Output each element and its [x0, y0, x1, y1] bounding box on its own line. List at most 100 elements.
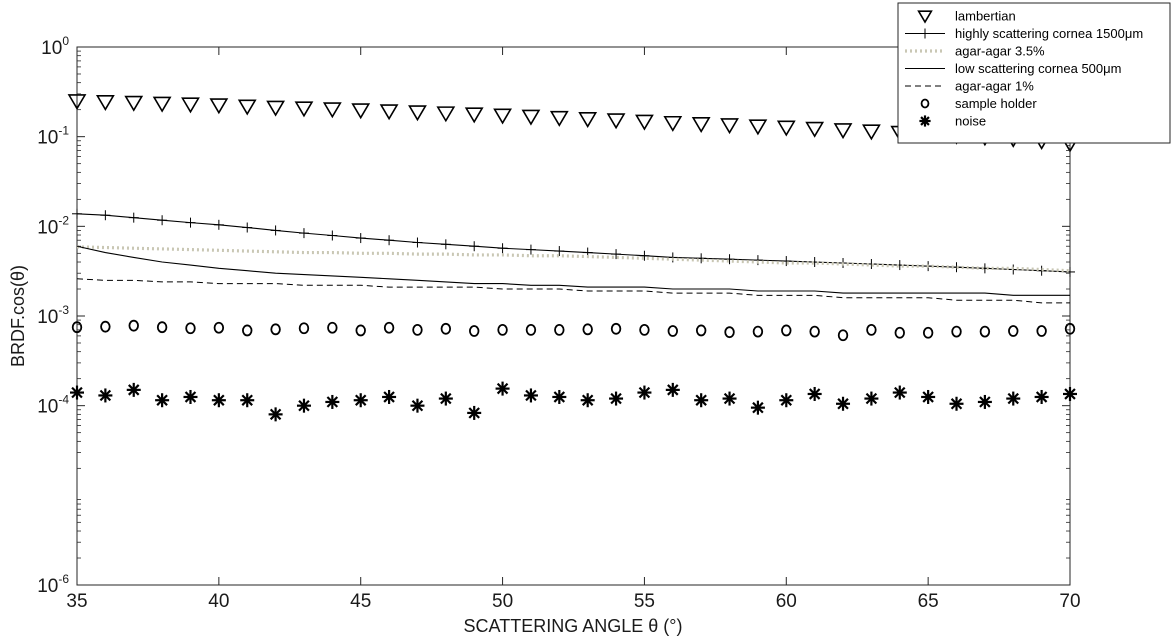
asterisk-marker: [552, 389, 567, 404]
asterisk-marker: [1006, 391, 1021, 406]
series-line: [76, 245, 1070, 296]
asterisk-stroke: [865, 392, 878, 405]
asterisk-marker: [382, 389, 397, 404]
asterisk-marker: [183, 389, 198, 404]
asterisk-stroke: [1007, 392, 1019, 405]
circle-marker: [242, 324, 253, 337]
legend-label: sample holder: [955, 96, 1037, 111]
triangle-marker: [436, 106, 456, 123]
plus-marker: [554, 246, 565, 257]
asterisk-marker: [1034, 389, 1049, 404]
legend-label: highly scattering cornea 1500μm: [955, 26, 1143, 41]
triangle-marker: [237, 99, 257, 116]
series-1: [72, 208, 1075, 277]
circle-marker: [1064, 322, 1076, 335]
asterisk-stroke: [979, 396, 991, 408]
circle-marker: [809, 325, 820, 338]
legend-label: agar-agar 3.5%: [955, 44, 1045, 59]
circle-marker: [469, 325, 480, 337]
circle-marker: [71, 321, 83, 334]
plus-marker: [100, 210, 111, 221]
asterisk-marker: [919, 115, 931, 127]
plus-marker: [242, 222, 253, 233]
plus-marker: [781, 256, 792, 267]
asterisk-marker: [495, 381, 510, 396]
plus-marker: [355, 233, 366, 244]
asterisk-marker: [353, 393, 368, 408]
circle-marker: [213, 321, 225, 334]
triangle-marker: [266, 100, 285, 117]
plus-marker: [440, 239, 451, 250]
triangle-marker: [351, 103, 371, 120]
circle-marker: [724, 326, 735, 339]
triangle-marker: [464, 107, 484, 124]
y-tick-label: 10-4: [37, 393, 69, 418]
legend-entry: sample holder: [920, 96, 1037, 111]
asterisk-stroke: [326, 396, 339, 408]
triangle-marker: [635, 114, 654, 131]
y-tick-label: 100: [41, 34, 69, 59]
asterisk-marker: [694, 393, 709, 408]
circle-marker: [894, 326, 905, 339]
asterisk-stroke: [298, 399, 310, 412]
x-axis-label: SCATTERING ANGLE θ (°): [464, 616, 683, 636]
circle-marker: [554, 323, 565, 336]
circle-marker: [922, 326, 934, 339]
asterisk-marker: [807, 386, 822, 401]
y-tick-label: 10-3: [37, 303, 69, 328]
legend-entry: lambertian: [917, 9, 1016, 24]
asterisk-marker: [126, 382, 141, 397]
triangle-marker: [209, 98, 229, 115]
triangle-marker: [493, 108, 512, 125]
asterisk-stroke: [752, 401, 764, 414]
triangle-marker: [805, 121, 825, 138]
circle-marker: [781, 324, 792, 337]
circle-marker: [866, 323, 877, 336]
circle-marker: [355, 324, 366, 337]
asterisk-stroke: [99, 389, 112, 402]
circle-marker: [920, 98, 930, 109]
triangle-marker: [720, 118, 739, 135]
asterisk-marker: [637, 385, 652, 400]
x-axis: 35 40 45 50 55 60 65 70: [66, 47, 1081, 612]
asterisk-stroke: [156, 394, 168, 406]
asterisk-stroke: [1064, 388, 1076, 400]
plus-marker: [213, 219, 224, 230]
asterisk-stroke: [184, 391, 197, 403]
circle-marker: [185, 322, 196, 335]
circle-marker: [383, 321, 395, 334]
plus-marker: [72, 208, 82, 219]
series-5: [71, 319, 1076, 342]
circle-marker: [440, 322, 452, 335]
series-2: [76, 245, 1071, 273]
asterisk-stroke: [780, 394, 793, 406]
asterisk-stroke: [638, 386, 651, 399]
asterisk-marker: [438, 391, 453, 406]
asterisk-stroke: [723, 392, 736, 405]
plus-marker: [469, 241, 480, 252]
legend-entry: noise: [919, 114, 986, 129]
plus-marker: [525, 244, 536, 255]
triangle-marker: [181, 97, 200, 114]
asterisk-marker: [949, 396, 964, 411]
asterisk-marker: [609, 391, 624, 406]
plus-marker: [497, 243, 508, 254]
circle-marker: [128, 319, 139, 332]
asterisk-stroke: [383, 391, 395, 403]
y-axis: 10-6 10-4 10-3 10-2 10-1 100: [37, 34, 1070, 597]
asterisk-stroke: [894, 386, 906, 399]
circle-marker: [412, 323, 423, 336]
triangle-marker: [124, 95, 144, 112]
y-tick-label: 10-1: [37, 124, 69, 149]
legend-label: noise: [955, 114, 986, 129]
circle-marker: [837, 329, 849, 342]
asterisk-stroke: [354, 394, 367, 406]
legend-entry: agar-agar 1%: [905, 79, 1034, 94]
asterisk-marker: [977, 394, 992, 409]
asterisk-stroke: [695, 394, 707, 406]
triangle-marker: [663, 115, 683, 132]
circle-marker: [1008, 325, 1019, 337]
asterisk-stroke: [440, 392, 452, 405]
circle-marker: [1036, 325, 1047, 337]
triangle-marker: [862, 124, 881, 141]
